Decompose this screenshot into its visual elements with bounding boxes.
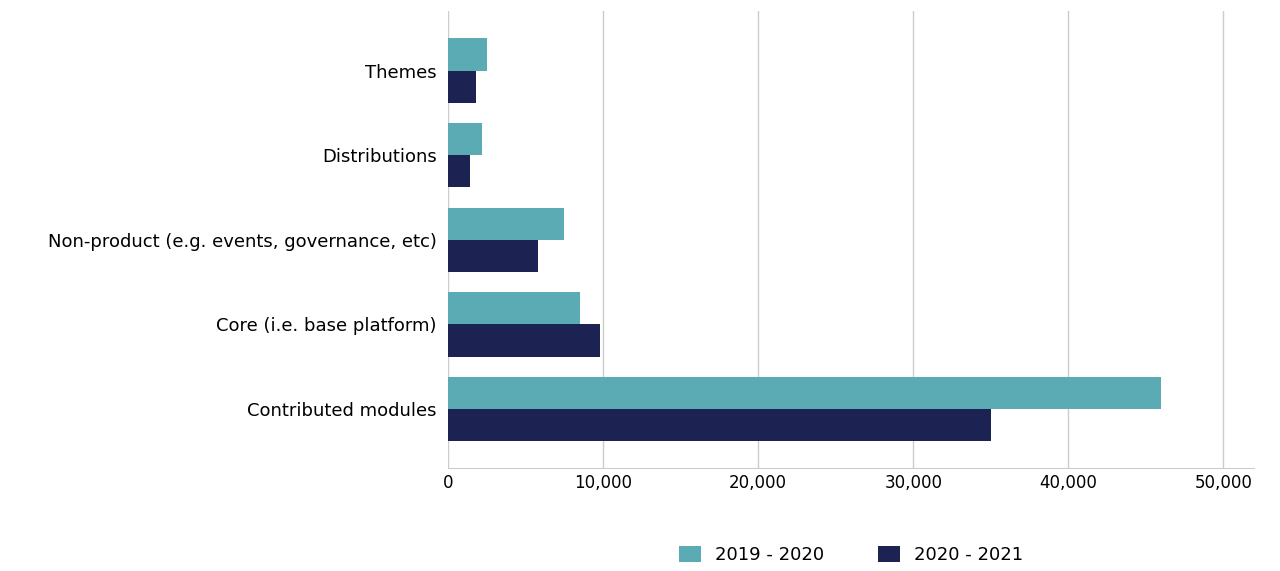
Bar	[448, 377, 1161, 409]
Bar	[448, 292, 580, 324]
Bar	[448, 409, 991, 441]
Bar	[448, 240, 538, 272]
Bar	[448, 38, 486, 71]
Bar	[448, 123, 483, 155]
Bar	[448, 324, 600, 356]
Bar	[448, 208, 564, 240]
Bar	[448, 71, 476, 103]
Legend: 2019 - 2020, 2020 - 2021: 2019 - 2020, 2020 - 2021	[669, 537, 1033, 571]
Bar	[448, 155, 470, 187]
